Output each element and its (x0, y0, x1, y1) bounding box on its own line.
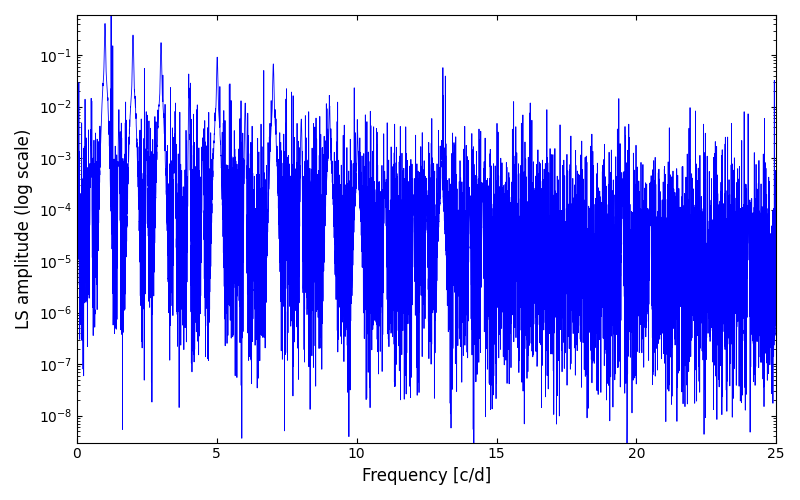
Y-axis label: LS amplitude (log scale): LS amplitude (log scale) (15, 128, 33, 329)
X-axis label: Frequency [c/d]: Frequency [c/d] (362, 467, 491, 485)
